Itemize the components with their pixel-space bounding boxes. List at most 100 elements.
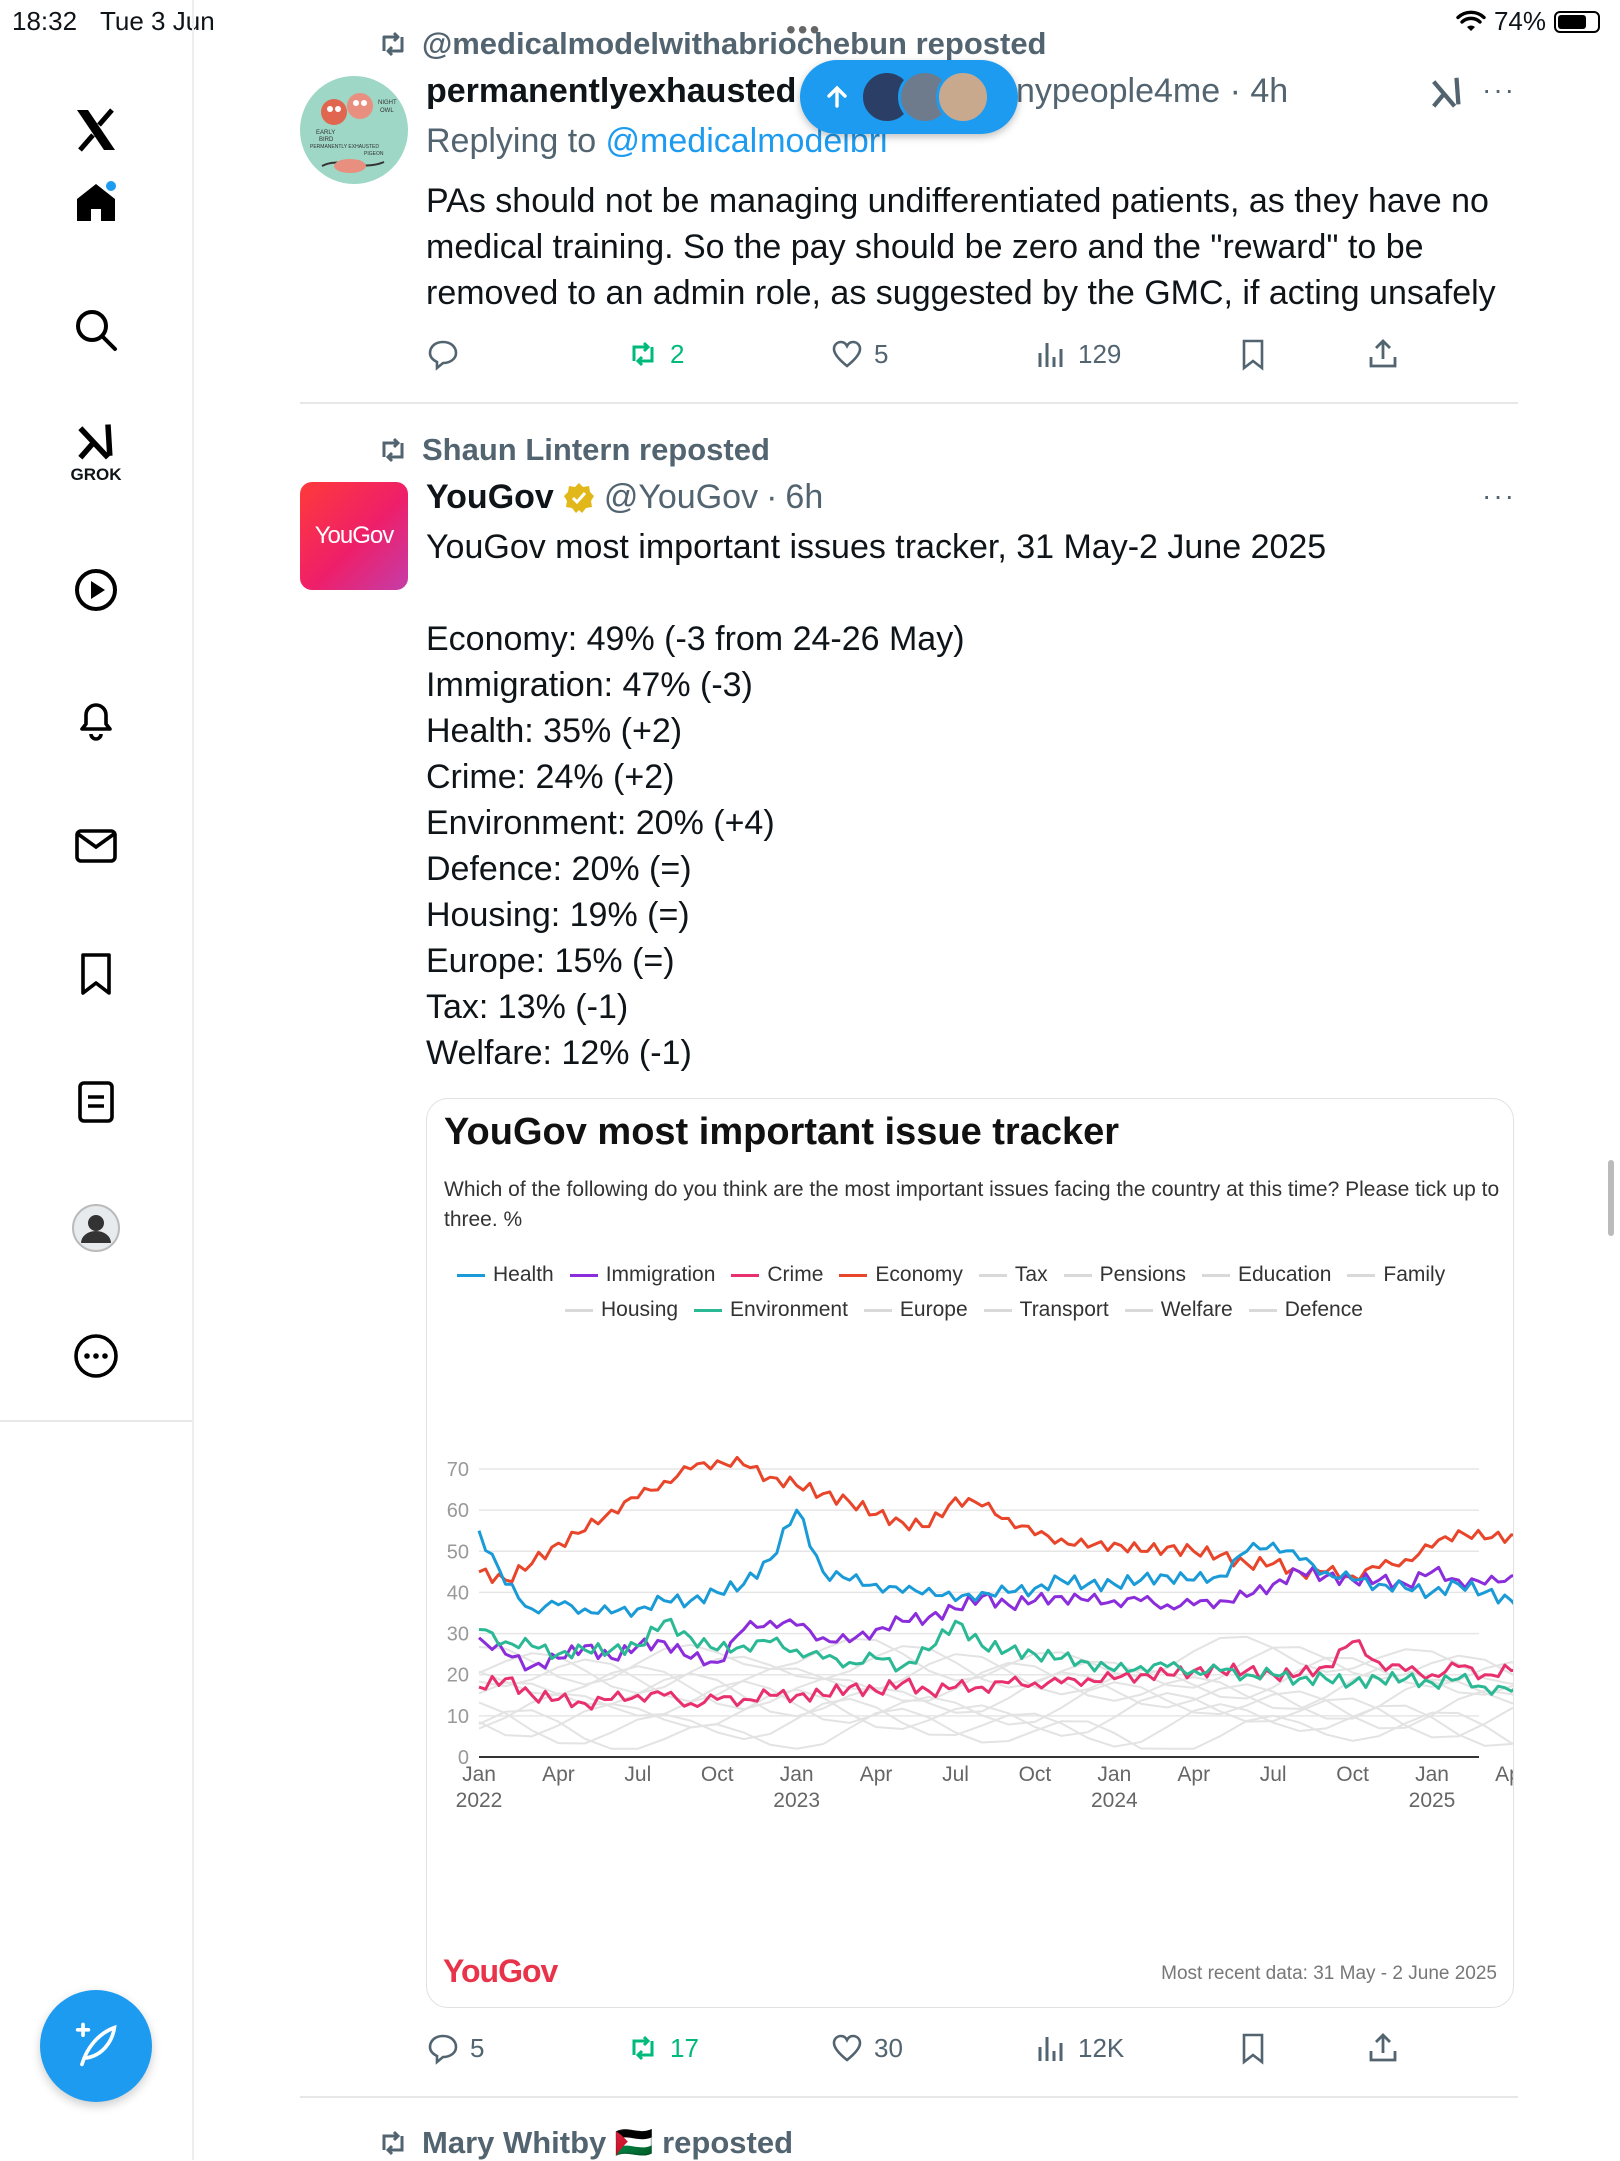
battery-percent: 74% (1493, 6, 1546, 36)
tweet2-author-name[interactable]: YouGov (426, 478, 554, 516)
notifications-bell-icon[interactable] (48, 678, 144, 758)
pill-avatar-3 (936, 70, 990, 124)
tweet-divider (300, 2096, 1518, 2098)
new-posts-pill[interactable] (800, 60, 1018, 134)
tweet2-avatar[interactable]: YouGov (300, 482, 408, 590)
battery-icon (1554, 10, 1600, 33)
compose-post-button[interactable] (40, 1990, 152, 2102)
legend-label: Environment (730, 1298, 848, 1321)
x-logo-icon[interactable] (48, 90, 144, 170)
tweet1-avatar[interactable]: NIGHT OWL EARLY BIRD PERMANENTLY EXHAUST… (300, 76, 408, 184)
x-tick-label: Apr (860, 1763, 893, 1786)
tweet2-bookmark-button[interactable] (1236, 2031, 1270, 2065)
scrollbar[interactable] (1608, 1160, 1614, 1236)
status-time: 18:32 (12, 6, 78, 36)
messages-mail-icon[interactable] (48, 806, 144, 886)
x-tick-label: Oct (1336, 1763, 1369, 1786)
repost-icon (632, 2035, 654, 2061)
tweet1-handle-time: nypeople4me · 4h (1016, 72, 1288, 111)
y-tick-label: 30 (447, 1624, 469, 1646)
tweet2-views-button[interactable]: 12K (1034, 2031, 1124, 2065)
tweet2-repost-by[interactable]: Shaun Lintern reposted (422, 432, 770, 467)
tweet1-views-count: 129 (1078, 338, 1122, 369)
verified-badge-icon (563, 482, 594, 513)
grok-explain-icon[interactable] (1428, 74, 1466, 117)
tweet1-repost-count: 2 (670, 338, 685, 369)
x-tick-label: Oct (701, 1763, 734, 1786)
repost-icon (382, 31, 404, 57)
background-series-line (478, 1707, 1513, 1750)
multitask-dots-icon[interactable]: ••• (786, 14, 822, 45)
tweet1-author-name[interactable]: permanentlyexhausted (426, 72, 797, 110)
legend-swatch (1124, 1308, 1153, 1312)
share-icon (1369, 2033, 1397, 2062)
compose-feather-icon (75, 2022, 117, 2067)
tweet2-line: YouGov most important issues tracker, 31… (426, 528, 1327, 566)
x-tick-label: Apr (542, 1763, 575, 1786)
tweet2-reply-count: 5 (470, 2032, 485, 2063)
tweet2-line: Environment: 20% (+4) (426, 804, 775, 842)
y-tick-label: 60 (447, 1500, 469, 1522)
y-tick-label: 0 (458, 1747, 469, 1769)
tweet1-views-button[interactable]: 129 (1034, 337, 1121, 371)
tweet1-share-button[interactable] (1366, 337, 1400, 371)
home-icon[interactable] (48, 162, 144, 242)
tweet1-repost-line: @medicalmodelwithabriochebun reposted (376, 26, 1047, 62)
profile-avatar-icon[interactable] (48, 1188, 144, 1268)
search-icon[interactable] (48, 290, 144, 370)
reply-icon (428, 340, 458, 371)
tweet1-time[interactable]: 4h (1250, 72, 1289, 110)
tweet1-reply-button[interactable] (426, 337, 460, 371)
x-tick-year: 2023 (773, 1789, 820, 1812)
y-tick-label: 10 (447, 1706, 469, 1728)
avatar-text-exhausted: PERMANENTLY EXHAUSTED (310, 144, 379, 150)
tweet1-handle[interactable]: nypeople4me (1016, 72, 1221, 110)
x-tick-label: Jan (462, 1763, 496, 1786)
tweet3-repost-by[interactable]: Mary Whitby 🇵🇸 reposted (422, 2125, 794, 2160)
legend-item-tax: Tax (978, 1263, 1048, 1287)
chart-recent-data: Most recent data: 31 May - 2 June 2025 (1161, 1963, 1497, 1984)
x-tick-year: 2025 (1409, 1789, 1456, 1812)
tweet2-more-icon[interactable]: ··· (1482, 480, 1516, 511)
lists-icon[interactable] (48, 1062, 144, 1142)
tweet2-views-count: 12K (1078, 2032, 1125, 2063)
avatar-text-pigeon: PIGEON (364, 151, 384, 157)
tweet2-repost-button[interactable]: 17 (626, 2031, 699, 2065)
legend-label: Crime (767, 1263, 824, 1286)
tweet1-like-button[interactable]: 5 (830, 337, 888, 371)
tweet2-handle[interactable]: @YouGov (603, 478, 759, 516)
tweet2-like-button[interactable]: 30 (830, 2031, 903, 2065)
chart-card[interactable]: YouGov most important issue tracker Whic… (426, 1098, 1514, 2008)
tweet2-reply-button[interactable]: 5 (426, 2031, 484, 2065)
video-icon[interactable] (48, 550, 144, 630)
tweet1-repost-by[interactable]: @medicalmodelwithabriochebun reposted (422, 26, 1047, 61)
tweet1-more-icon[interactable]: ··· (1482, 74, 1516, 105)
x-tick-label: Jan (1097, 1763, 1131, 1786)
tweet2-avatar-text: YouGov (314, 522, 395, 549)
grok-icon[interactable]: GROK (48, 412, 144, 492)
avatar-text-early: EARLY (316, 130, 335, 136)
avatar-text-bird: BIRD (319, 137, 334, 143)
legend-item-health: Health (457, 1263, 554, 1287)
tweet1-actions: 2 5 129 (426, 334, 1516, 374)
tweet2-share-button[interactable] (1366, 2031, 1400, 2065)
sidebar: GROK (0, 44, 193, 1424)
avatar-text-owl: OWL (380, 108, 394, 114)
tweet2-line: Defence: 20% (=) (426, 850, 692, 888)
legend-swatch (1202, 1273, 1230, 1277)
sidebar-divider (0, 1420, 192, 1422)
bookmarks-icon[interactable] (48, 934, 144, 1014)
y-tick-label: 50 (447, 1541, 469, 1563)
tweet2-time[interactable]: 6h (785, 478, 824, 516)
tweet1-replying-prefix: Replying to (426, 122, 606, 160)
x-tick-year: 2024 (1091, 1789, 1138, 1812)
tweet1-repost-button[interactable]: 2 (626, 337, 684, 371)
more-options-icon[interactable] (48, 1316, 144, 1396)
tweet1-bookmark-button[interactable] (1236, 337, 1270, 371)
legend-swatch (839, 1273, 868, 1277)
content-border (192, 0, 194, 2160)
share-icon (1369, 339, 1397, 368)
status-date: Tue 3 Jun (100, 6, 215, 36)
tweet2-line: Economy: 49% (-3 from 24-26 May) (426, 620, 965, 658)
legend-label: Pensions (1099, 1263, 1186, 1286)
